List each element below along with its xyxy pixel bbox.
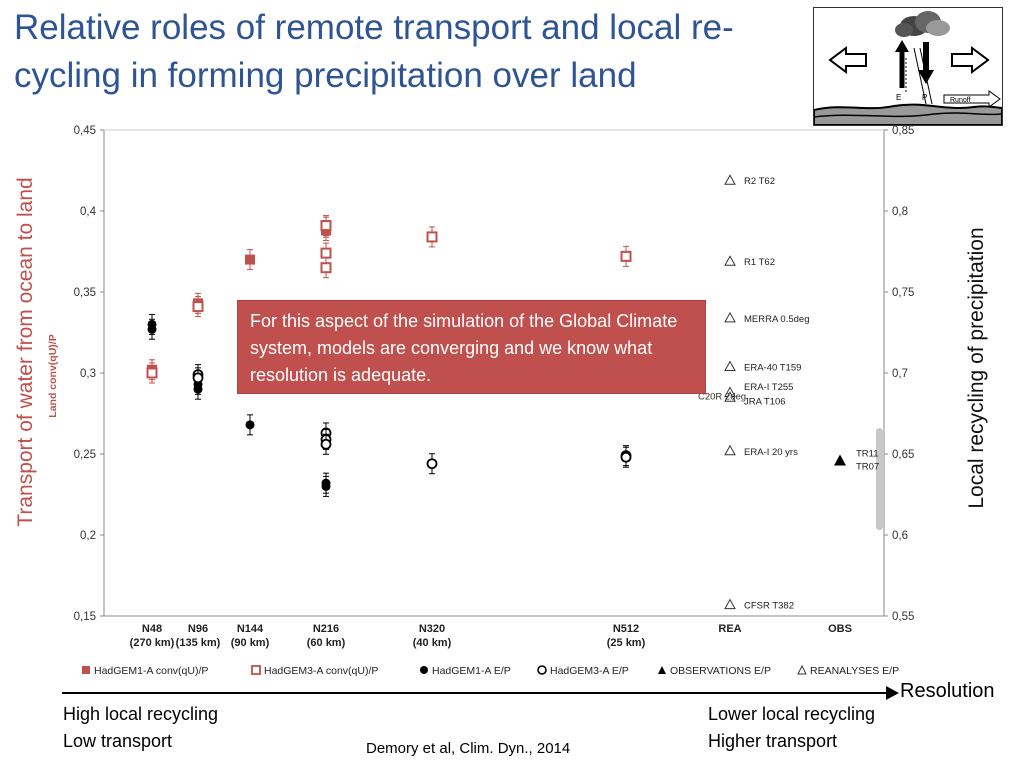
y-axis-label: Land conv(qU)/P (47, 334, 59, 417)
citation: Demory et al, Clim. Dyn., 2014 (366, 740, 571, 757)
data-point (320, 262, 332, 274)
resolution-arrow (62, 692, 888, 694)
legend-label: REANALYSES E/P (810, 665, 899, 677)
data-point (834, 454, 846, 466)
x-tick-label: N48 (142, 623, 162, 635)
y-tick-label: 0,4 (80, 206, 97, 218)
x-tick-label: (135 km) (176, 637, 221, 649)
reanalysis-label: ERA-I 20 yrs (744, 447, 798, 458)
evaporation-arrow-icon (895, 40, 909, 92)
svg-text:Runoff: Runoff (950, 97, 971, 104)
y2-tick-label: 0,8 (892, 206, 908, 218)
data-point (620, 451, 632, 463)
data-point (192, 372, 204, 384)
reanalysis-label: R1 T62 (744, 257, 775, 268)
x-tick-label: N320 (419, 623, 445, 635)
data-point (245, 420, 255, 430)
resolution-arrow-head-icon (886, 686, 899, 700)
reanalysis-label: ERA-I T255 (744, 382, 793, 393)
low-transport-label: Low transport (63, 731, 173, 751)
precipitation-arrow-icon (913, 42, 934, 105)
legend-marker (420, 666, 428, 674)
data-point (724, 174, 736, 185)
data-point (245, 254, 255, 265)
x-tick-label: OBS (828, 623, 852, 635)
x-tick-label: N144 (237, 623, 264, 635)
x-tick-label: N96 (188, 623, 208, 635)
reanalysis-label: CFSR T382 (744, 601, 794, 612)
legend-marker (82, 666, 90, 674)
data-point (724, 311, 736, 323)
reanalysis-label: R2 T62 (744, 176, 775, 187)
y2-tick-label: 0,7 (892, 368, 908, 380)
water-cycle-schematic: E P Runoff (813, 7, 1003, 126)
data-point (320, 247, 332, 259)
data-point (321, 481, 331, 491)
x-tick-label: REA (718, 623, 741, 635)
y-tick-label: 0,45 (74, 125, 96, 137)
legend-label: HadGEM1-A conv(qU)/P (94, 665, 208, 677)
data-point (193, 384, 203, 394)
data-point (426, 231, 438, 243)
y2-tick-label: 0,85 (892, 125, 914, 137)
x-tick-label: (40 km) (413, 637, 452, 649)
cloud-icon (895, 11, 950, 37)
slide-title: Relative roles of remote transport and l… (14, 8, 734, 95)
data-point (147, 324, 157, 334)
x-tick-label: N512 (613, 623, 639, 635)
observation-label: TR11 (856, 448, 879, 459)
y2-tick-label: 0,6 (892, 530, 908, 542)
reanalysis-label: JRA T106 (744, 397, 786, 408)
y-tick-label: 0,2 (80, 530, 96, 542)
data-point (724, 360, 736, 372)
data-point (724, 391, 736, 402)
legend-label: HadGEM1-A E/P (432, 665, 511, 677)
legend-label: HadGEM3-A conv(qU)/P (264, 665, 378, 677)
outflow-arrow-icon (951, 46, 990, 74)
legend-marker (658, 666, 666, 674)
data-point (724, 444, 736, 456)
runoff-arrow-icon (943, 90, 1001, 108)
callout-box: For this aspect of the simulation of the… (237, 300, 706, 394)
higher-transport-label: Higher transport (708, 731, 838, 751)
data-point (426, 458, 438, 470)
svg-text:E: E (896, 93, 901, 102)
reanalysis-label: C20R 2deg (698, 392, 746, 403)
legend-marker (537, 665, 547, 675)
x-tick-label: (60 km) (307, 637, 346, 649)
y2-tick-label: 0,65 (892, 449, 914, 461)
x-tick-label: (270 km) (130, 637, 175, 649)
y2-tick-label: 0,75 (892, 287, 914, 299)
x-tick-label: N216 (313, 623, 339, 635)
x-tick-label: (25 km) (607, 637, 646, 649)
y-tick-label: 0,3 (80, 368, 96, 380)
high-local-recycling-label: High local recycling (63, 704, 219, 724)
obs-range-bar (876, 428, 883, 531)
data-point (724, 255, 736, 266)
data-point (320, 438, 332, 450)
y-tick-label: 0,25 (74, 449, 96, 461)
land-surface (813, 103, 1003, 126)
legend-marker (797, 664, 807, 675)
reanalysis-label: ERA-40 T159 (744, 363, 801, 374)
x-tick-label: (90 km) (231, 637, 270, 649)
data-point (320, 220, 332, 232)
data-point (620, 250, 632, 262)
reanalysis-label: MERRA 0.5deg (744, 314, 809, 325)
data-point (724, 598, 736, 610)
y-tick-label: 0,35 (74, 287, 96, 299)
resolution-label: Resolution (900, 680, 995, 702)
data-point (146, 367, 158, 379)
legend-marker (251, 665, 261, 675)
lower-local-recycling-label: Lower local recycling (708, 704, 876, 724)
inflow-arrow-icon (828, 46, 867, 74)
y2-tick-label: 0,55 (892, 611, 914, 623)
legend-label: OBSERVATIONS E/P (670, 665, 771, 677)
y-tick-label: 0,15 (74, 611, 96, 623)
resolution-chart: 0,15 0,2 0,25 0,3 0,35 0,4 0,45 0,55 0,6 0,65 0,7 0… (47, 125, 914, 677)
legend-label: HadGEM3-A E/P (550, 665, 629, 677)
svg-text:P: P (922, 93, 927, 102)
data-point (192, 301, 204, 313)
observation-label: TR07 (856, 461, 879, 472)
